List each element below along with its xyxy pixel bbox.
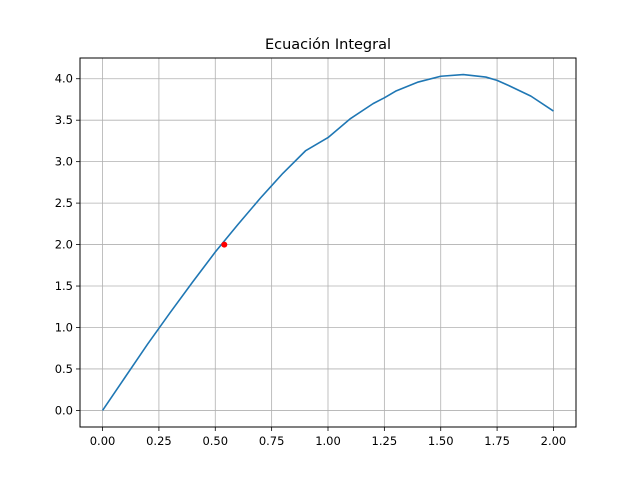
y-tick-label: 3.5 <box>55 113 73 127</box>
y-tick-label: 2.0 <box>55 238 73 252</box>
y-axis: 0.0 0.5 1.0 1.5 2.0 2.5 3.0 3.5 4.0 <box>55 72 80 417</box>
x-tick-label: 1.00 <box>315 434 341 448</box>
highlight-points <box>221 241 228 248</box>
x-tick-label: 1.75 <box>484 434 510 448</box>
y-tick-label: 1.5 <box>55 279 73 293</box>
highlight-point <box>221 241 228 248</box>
y-tick-label: 3.0 <box>55 155 73 169</box>
x-tick-label: 0.50 <box>202 434 228 448</box>
x-tick-label: 1.25 <box>372 434 398 448</box>
y-tick-label: 0.0 <box>55 403 73 417</box>
x-tick-label: 2.00 <box>541 434 567 448</box>
x-tick-label: 1.50 <box>428 434 454 448</box>
x-tick-label: 0.75 <box>259 434 285 448</box>
chart-title: Ecuación Integral <box>265 37 391 53</box>
y-tick-label: 1.0 <box>55 320 73 334</box>
grid-lines <box>80 58 576 427</box>
y-tick-label: 4.0 <box>55 72 73 86</box>
x-axis: 0.00 0.25 0.50 0.75 1.00 1.25 1.50 1.75 2.00 <box>90 427 567 448</box>
series-layer <box>101 73 554 411</box>
series-line <box>101 73 554 411</box>
x-tick-label: 0.25 <box>146 434 172 448</box>
y-tick-label: 2.5 <box>55 196 73 210</box>
x-tick-label: 0.00 <box>90 434 116 448</box>
y-tick-label: 0.5 <box>55 362 73 376</box>
